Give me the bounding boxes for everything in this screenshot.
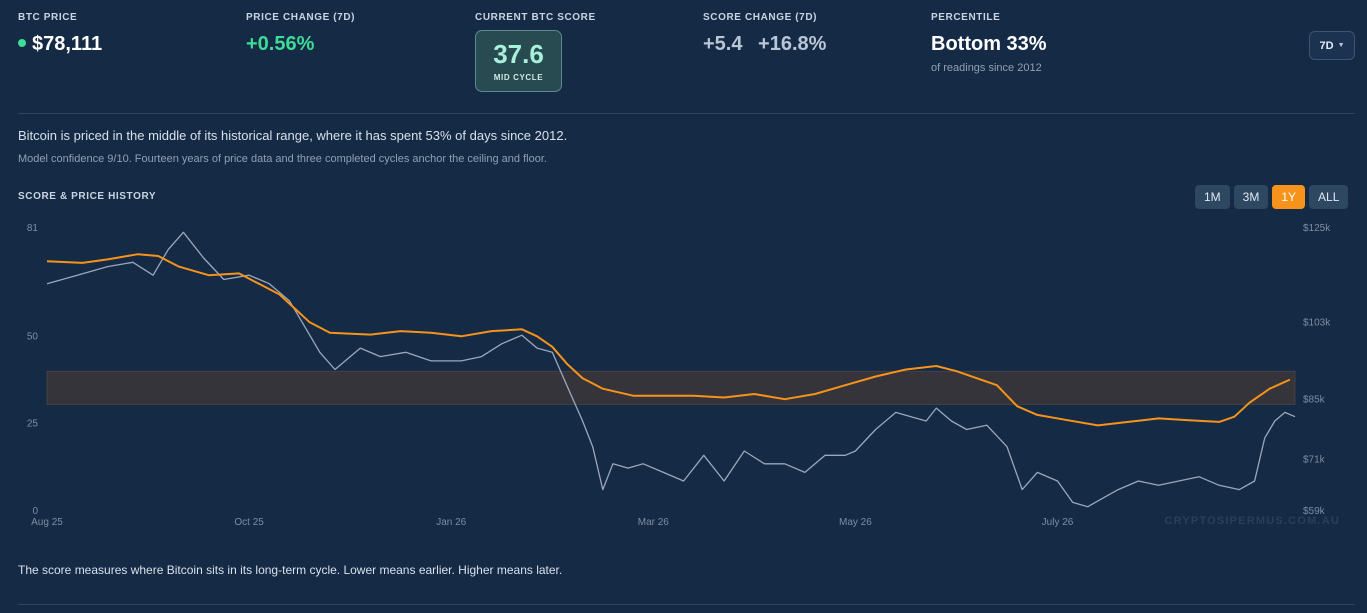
stat-price-change: PRICE CHANGE (7D) +0.56% xyxy=(246,12,355,56)
divider xyxy=(18,604,1355,605)
stat-label: PRICE CHANGE (7D) xyxy=(246,12,356,23)
stat-label: CURRENT BTC SCORE xyxy=(475,12,596,23)
live-dot-icon xyxy=(18,38,26,47)
section-title: SCORE & PRICE HISTORY xyxy=(18,191,157,202)
btc-price-value: $78,111 xyxy=(32,33,103,55)
y-left-tick-label: 81 xyxy=(27,223,39,234)
score-value: 37.6 xyxy=(493,38,544,69)
x-tick-label: Mar 26 xyxy=(638,517,670,528)
score-change-values: +5.4 +16.8% xyxy=(703,33,826,56)
score-price-chart: 0 25 50 81 $59k $71k $85k $103k $125k Aug 25 Oct 2… xyxy=(27,223,1340,528)
score-badge: 37.6 MID CYCLE xyxy=(475,30,562,92)
score-change-pct: +16.8% xyxy=(758,33,827,55)
stat-score-change: SCORE CHANGE (7D) +5.4 +16.8% xyxy=(703,12,826,56)
y-right-tick-label: $59k xyxy=(1303,506,1326,517)
range-selector: 1M 3M 1Y ALL xyxy=(1195,185,1349,209)
percentile-sub: of readings since 2012 xyxy=(931,62,1042,74)
x-tick-label: Oct 25 xyxy=(234,517,264,528)
score-change-abs: +5.4 xyxy=(703,33,743,55)
x-tick-label: Aug 25 xyxy=(31,517,63,528)
stat-current-score: CURRENT BTC SCORE 37.6 MID CYCLE xyxy=(475,12,596,92)
footer-note: The score measures where Bitcoin sits in… xyxy=(18,563,563,577)
x-tick-label: May 26 xyxy=(839,517,872,528)
target-band xyxy=(46,370,1296,405)
range-button-3m[interactable]: 3M xyxy=(1233,185,1269,209)
y-right-tick-label: $85k xyxy=(1303,395,1326,406)
confidence-text: Model confidence 9/10. Fourteen years of… xyxy=(18,153,547,165)
y-right-tick-label: $103k xyxy=(1303,317,1331,328)
x-tick-label: Jan 26 xyxy=(436,517,466,528)
score-line xyxy=(46,253,1291,427)
caret-down-icon: ▼ xyxy=(1337,42,1345,49)
range-button-1y[interactable]: 1Y xyxy=(1272,185,1306,209)
stat-label: PERCENTILE xyxy=(931,12,1001,23)
range-button-1m[interactable]: 1M xyxy=(1195,185,1230,209)
price-change-value: +0.56% xyxy=(246,33,315,55)
stat-label: BTC PRICE xyxy=(18,12,78,23)
x-tick-label: July 26 xyxy=(1042,517,1074,528)
stat-percentile: PERCENTILE Bottom 33% of readings since … xyxy=(931,12,1047,74)
y-left-tick-label: 50 xyxy=(27,331,39,342)
period-select[interactable]: 7D ▼ xyxy=(1309,31,1355,60)
stat-btc-price: BTC PRICE $78,111 xyxy=(18,12,102,56)
score-phase-tag: MID CYCLE xyxy=(493,72,544,82)
period-select-label: 7D xyxy=(1319,39,1334,52)
price-line xyxy=(46,231,1296,508)
stat-value-wrap: $78,111 xyxy=(18,33,102,56)
y-right-tick-label: $125k xyxy=(1303,223,1331,234)
percentile-value: Bottom 33% xyxy=(931,33,1047,55)
divider xyxy=(18,113,1355,114)
y-left-tick-label: 0 xyxy=(32,506,38,517)
stat-label: SCORE CHANGE (7D) xyxy=(703,12,818,23)
y-right-tick-label: $71k xyxy=(1303,455,1326,466)
range-button-all[interactable]: ALL xyxy=(1309,185,1349,209)
summary-text: Bitcoin is priced in the middle of its h… xyxy=(18,128,568,143)
watermark: CRYPTOSIPERMUS.COM.AU xyxy=(1164,515,1340,527)
y-left-tick-label: 25 xyxy=(27,419,39,430)
